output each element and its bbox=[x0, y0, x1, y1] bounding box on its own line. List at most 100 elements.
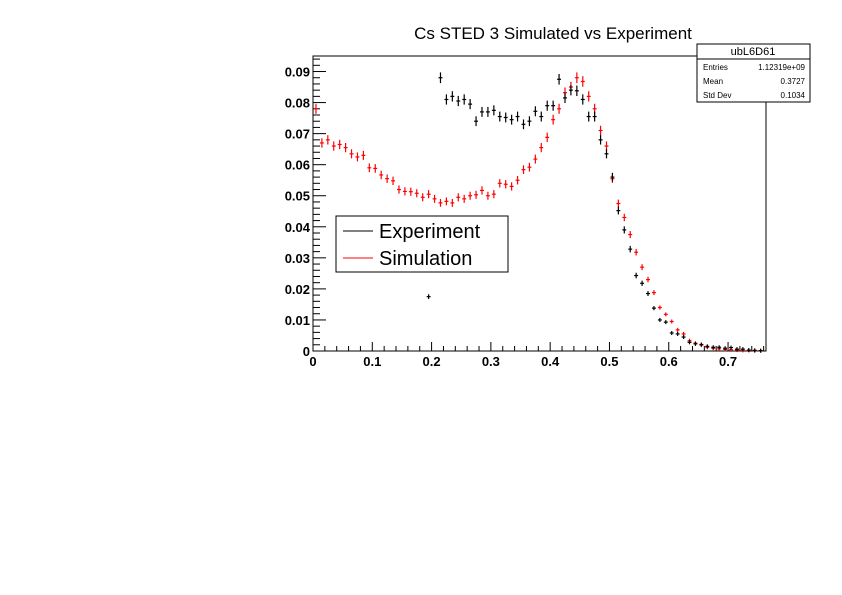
data-point-simulation bbox=[319, 138, 324, 148]
data-point-simulation bbox=[491, 190, 496, 199]
data-point-experiment bbox=[681, 335, 686, 340]
data-point-simulation bbox=[408, 187, 413, 196]
data-point-simulation bbox=[355, 152, 360, 162]
data-point-experiment bbox=[646, 291, 650, 297]
data-point-simulation bbox=[515, 175, 520, 185]
data-point-simulation bbox=[485, 191, 490, 200]
data-point-simulation bbox=[480, 186, 484, 195]
data-point-experiment bbox=[616, 206, 621, 215]
y-tick-label: 0.01 bbox=[285, 313, 310, 328]
legend-label-simulation: Simulation bbox=[379, 248, 472, 270]
data-point-simulation bbox=[414, 189, 419, 198]
data-point-experiment bbox=[515, 111, 520, 122]
data-point-experiment bbox=[752, 348, 757, 353]
data-point-simulation bbox=[622, 213, 627, 222]
data-point-simulation bbox=[444, 197, 449, 206]
data-point-experiment bbox=[485, 106, 490, 117]
data-point-simulation bbox=[456, 193, 461, 202]
data-point-simulation bbox=[646, 276, 650, 283]
y-tick-label: 0.09 bbox=[285, 65, 310, 80]
x-tick-label: 0 bbox=[309, 354, 316, 369]
data-point-experiment bbox=[586, 111, 591, 122]
data-point-simulation bbox=[533, 154, 538, 164]
stats-stddev-label: Std Dev bbox=[703, 91, 731, 100]
data-point-experiment bbox=[509, 114, 514, 125]
stats-entries-label: Entries bbox=[703, 63, 728, 72]
stats-title: ubL6D61 bbox=[731, 46, 776, 58]
data-point-simulation bbox=[432, 194, 437, 203]
data-point-experiment bbox=[545, 100, 550, 111]
data-point-simulation bbox=[391, 176, 396, 186]
stats-entries-value: 1.12319e+09 bbox=[758, 63, 805, 72]
data-point-simulation bbox=[314, 103, 318, 114]
data-point-experiment bbox=[497, 111, 502, 122]
y-tick-label: 0.04 bbox=[285, 220, 311, 235]
y-tick-label: 0.05 bbox=[285, 189, 310, 204]
data-point-experiment bbox=[675, 331, 680, 336]
data-point-simulation bbox=[598, 125, 603, 136]
data-point-simulation bbox=[343, 142, 348, 153]
data-point-simulation bbox=[497, 179, 502, 188]
data-point-simulation bbox=[616, 199, 621, 208]
data-point-experiment bbox=[480, 106, 484, 117]
data-point-experiment bbox=[426, 294, 431, 300]
data-point-experiment bbox=[699, 342, 704, 347]
data-point-simulation bbox=[402, 187, 407, 196]
stats-mean-label: Mean bbox=[703, 77, 723, 86]
data-point-experiment bbox=[705, 344, 710, 349]
data-marks bbox=[314, 72, 763, 353]
data-point-experiment bbox=[574, 85, 579, 96]
data-point-experiment bbox=[598, 135, 603, 145]
data-point-simulation bbox=[462, 194, 467, 203]
data-point-simulation bbox=[325, 135, 330, 145]
data-point-simulation bbox=[367, 163, 372, 173]
data-point-experiment bbox=[604, 149, 609, 159]
y-tick-label: 0.07 bbox=[285, 127, 310, 142]
data-point-simulation bbox=[651, 290, 656, 296]
data-point-simulation bbox=[361, 150, 366, 160]
data-point-experiment bbox=[663, 320, 668, 325]
data-point-simulation bbox=[580, 76, 585, 87]
legend-label-experiment: Experiment bbox=[379, 221, 481, 243]
y-tick-label: 0.08 bbox=[285, 96, 310, 111]
data-point-experiment bbox=[444, 94, 449, 105]
data-point-simulation bbox=[663, 312, 668, 317]
data-point-simulation bbox=[551, 114, 556, 125]
data-point-simulation bbox=[557, 103, 562, 114]
data-point-experiment bbox=[580, 94, 585, 105]
data-point-experiment bbox=[717, 345, 722, 350]
x-tick-label: 0.5 bbox=[600, 354, 618, 369]
data-point-experiment bbox=[557, 73, 562, 85]
stats-mean-value: 0.3727 bbox=[781, 77, 806, 86]
data-point-experiment bbox=[456, 95, 461, 107]
data-point-experiment bbox=[568, 84, 573, 96]
data-point-experiment bbox=[634, 272, 639, 279]
y-tick-label: 0.03 bbox=[285, 251, 310, 266]
data-point-simulation bbox=[634, 249, 639, 256]
data-point-experiment bbox=[628, 245, 633, 253]
data-point-simulation bbox=[420, 193, 425, 202]
data-point-experiment bbox=[669, 330, 674, 335]
x-tick-label: 0.6 bbox=[660, 354, 678, 369]
data-point-experiment bbox=[729, 345, 733, 350]
data-point-experiment bbox=[503, 112, 508, 123]
data-point-experiment bbox=[723, 346, 728, 351]
data-point-experiment bbox=[711, 345, 716, 350]
y-tick-label: 0 bbox=[303, 344, 310, 359]
series-simulation bbox=[314, 72, 763, 353]
data-point-simulation bbox=[574, 72, 579, 84]
x-tick-label: 0.4 bbox=[541, 354, 560, 369]
data-point-experiment bbox=[610, 172, 615, 182]
x-tick-label: 0.7 bbox=[719, 354, 737, 369]
data-point-simulation bbox=[509, 182, 514, 191]
data-point-simulation bbox=[426, 190, 431, 199]
data-point-simulation bbox=[450, 198, 455, 207]
data-point-experiment bbox=[551, 100, 556, 111]
data-point-experiment bbox=[563, 92, 567, 104]
data-point-simulation bbox=[331, 141, 336, 151]
data-point-experiment bbox=[474, 116, 479, 127]
data-point-simulation bbox=[373, 164, 378, 173]
data-point-experiment bbox=[687, 340, 692, 345]
data-point-simulation bbox=[337, 139, 342, 150]
